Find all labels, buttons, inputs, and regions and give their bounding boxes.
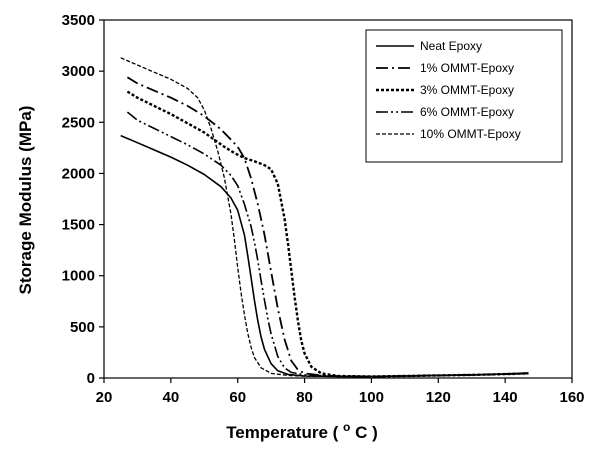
plot-frame (103, 19, 573, 379)
y-tick-label: 1000 (62, 268, 95, 285)
x-tick-label: 100 (359, 389, 384, 406)
x-tick-label: 160 (559, 389, 584, 406)
y-axis-label: Storage Modulus (MPa) (16, 106, 35, 295)
x-tick-label: 20 (96, 389, 113, 406)
legend-label-2: 3% OMMT-Epoxy (420, 83, 514, 97)
y-tick-label: 3500 (62, 12, 95, 29)
legend-label-0: Neat Epoxy (420, 39, 482, 53)
y-tick-label: 0 (87, 370, 95, 387)
x-tick-label: 120 (426, 389, 451, 406)
axis-ticks: 20 40 60 80 100 120 140 160 0 500 1000 1500 2000 2500… (62, 12, 585, 406)
y-tick-label: 2500 (62, 114, 95, 131)
series-line-2 (126, 90, 529, 378)
y-tick-label: 1500 (62, 217, 95, 234)
x-tick-label: 140 (493, 389, 518, 406)
x-tick-label: 40 (163, 389, 180, 406)
y-tick-label: 3000 (62, 63, 95, 80)
plot-area (103, 19, 573, 379)
x-axis-label-paren-open: ( (333, 423, 339, 442)
legend-label-1: 1% OMMT-Epoxy (420, 61, 514, 75)
y-tick-label: 500 (70, 319, 95, 336)
legend-box (365, 29, 563, 163)
legend-label-3: 6% OMMT-Epoxy (420, 105, 514, 119)
x-axis-label-unit: C (355, 423, 367, 442)
x-axis-label: Temperature ( o C ) (226, 416, 378, 442)
x-tick-label: 60 (229, 389, 246, 406)
legend-label-4: 10% OMMT-Epoxy (420, 127, 521, 141)
legend: Neat Epoxy 1% OMMT-Epoxy 3% OMMT-Epoxy 6% O… (365, 29, 563, 163)
y-tick-label: 2000 (62, 165, 95, 182)
x-axis-label-text: Temperature (226, 423, 328, 442)
series-line-0 (120, 134, 529, 378)
x-axis-label-paren-close: ) (372, 423, 378, 442)
series-lines (120, 57, 529, 378)
x-axis-label-degree: o (343, 420, 350, 434)
series-line-1 (126, 76, 529, 378)
series-line-4 (120, 57, 529, 378)
x-tick-label: 80 (296, 389, 313, 406)
